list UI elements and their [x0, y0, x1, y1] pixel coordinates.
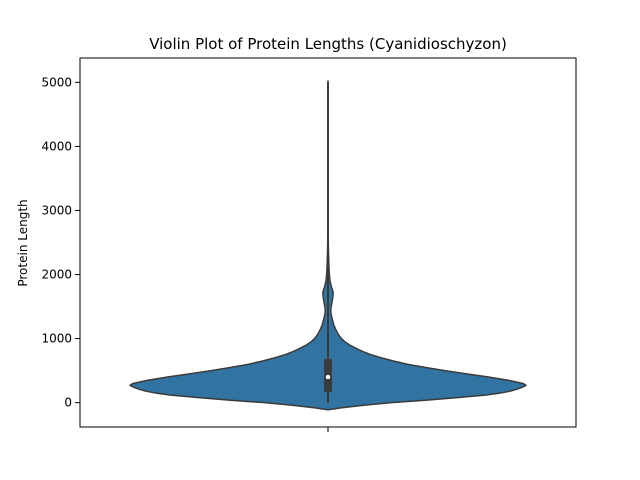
plot-layer: [129, 80, 527, 411]
y-axis-label: Protein Length: [16, 199, 30, 286]
y-tick-label: 3000: [41, 203, 72, 217]
y-tick-label: 2000: [41, 268, 72, 282]
y-tick-label: 1000: [41, 332, 72, 346]
y-tick-label: 5000: [41, 75, 72, 89]
y-tick-label: 4000: [41, 139, 72, 153]
chart-title: Violin Plot of Protein Lengths (Cyanidio…: [149, 35, 507, 53]
y-axis: 0 1000 2000 3000 4000 5000: [41, 75, 80, 410]
median-marker: [325, 374, 331, 380]
y-tick-label: 0: [64, 396, 72, 410]
